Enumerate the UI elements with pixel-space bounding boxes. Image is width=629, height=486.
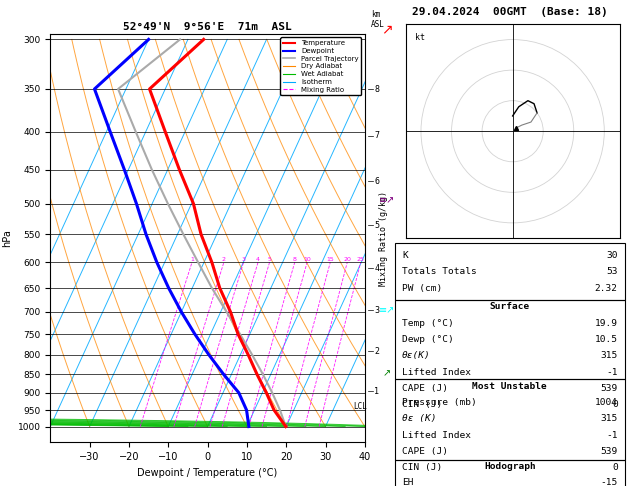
- Text: 30: 30: [606, 251, 618, 260]
- Text: km
ASL: km ASL: [371, 10, 385, 29]
- Text: Lifted Index: Lifted Index: [402, 431, 471, 440]
- Text: ≡↗: ≡↗: [379, 195, 395, 206]
- Text: CAPE (J): CAPE (J): [402, 384, 448, 393]
- Title: 52°49'N  9°56'E  71m  ASL: 52°49'N 9°56'E 71m ASL: [123, 22, 292, 32]
- Text: 10: 10: [303, 257, 311, 262]
- Text: 4: 4: [374, 264, 379, 273]
- Text: 0: 0: [612, 400, 618, 410]
- Text: 20: 20: [343, 257, 351, 262]
- Text: 1: 1: [190, 257, 194, 262]
- Text: 3: 3: [374, 306, 379, 315]
- Text: CAPE (J): CAPE (J): [402, 447, 448, 456]
- Text: 8: 8: [292, 257, 297, 262]
- Text: ↗: ↗: [381, 22, 392, 36]
- Text: Totals Totals: Totals Totals: [402, 267, 477, 277]
- Text: 7: 7: [374, 131, 379, 140]
- Text: 2: 2: [222, 257, 226, 262]
- Text: ↗: ↗: [383, 368, 391, 379]
- Text: θε (K): θε (K): [402, 415, 437, 423]
- Bar: [395, 380, 625, 460]
- Text: K: K: [402, 251, 408, 260]
- Text: 3: 3: [242, 257, 245, 262]
- Text: 25: 25: [357, 257, 365, 262]
- Text: Pressure (mb): Pressure (mb): [402, 398, 477, 407]
- Text: Hodograph: Hodograph: [484, 462, 536, 471]
- Text: -15: -15: [601, 478, 618, 486]
- Y-axis label: hPa: hPa: [2, 229, 12, 247]
- Text: 29.04.2024  00GMT  (Base: 18): 29.04.2024 00GMT (Base: 18): [412, 7, 608, 17]
- Text: 19.9: 19.9: [594, 319, 618, 328]
- Text: 0: 0: [612, 464, 618, 472]
- Text: 539: 539: [601, 447, 618, 456]
- Text: 5: 5: [374, 221, 379, 230]
- Text: 6: 6: [374, 176, 379, 186]
- Text: 539: 539: [601, 384, 618, 393]
- Text: Temp (°C): Temp (°C): [402, 319, 454, 328]
- Text: Lifted Index: Lifted Index: [402, 368, 471, 377]
- Text: θε(K): θε(K): [402, 351, 431, 361]
- Text: Dewp (°C): Dewp (°C): [402, 335, 454, 344]
- Text: 2: 2: [374, 347, 379, 356]
- Text: 315: 315: [601, 351, 618, 361]
- Text: 1004: 1004: [594, 398, 618, 407]
- Bar: [395, 460, 625, 486]
- Text: kt: kt: [415, 34, 425, 42]
- Text: CIN (J): CIN (J): [402, 464, 442, 472]
- Text: 315: 315: [601, 415, 618, 423]
- Text: Surface: Surface: [490, 302, 530, 312]
- Text: 8: 8: [374, 85, 379, 94]
- Text: 53: 53: [606, 267, 618, 277]
- Text: 1: 1: [374, 387, 379, 396]
- Text: 10.5: 10.5: [594, 335, 618, 344]
- Text: 4: 4: [256, 257, 260, 262]
- Text: -1: -1: [606, 431, 618, 440]
- Text: EH: EH: [402, 478, 413, 486]
- X-axis label: Dewpoint / Temperature (°C): Dewpoint / Temperature (°C): [138, 468, 277, 478]
- Text: PW (cm): PW (cm): [402, 284, 442, 293]
- Text: -1: -1: [606, 368, 618, 377]
- Text: 2.32: 2.32: [594, 284, 618, 293]
- Bar: [395, 300, 625, 380]
- Text: Mixing Ratio (g/kg): Mixing Ratio (g/kg): [379, 191, 388, 286]
- Text: LCL: LCL: [353, 402, 367, 411]
- Legend: Temperature, Dewpoint, Parcel Trajectory, Dry Adiabat, Wet Adiabat, Isotherm, Mi: Temperature, Dewpoint, Parcel Trajectory…: [280, 37, 361, 95]
- Bar: [395, 243, 625, 300]
- Text: 15: 15: [326, 257, 334, 262]
- Text: CIN (J): CIN (J): [402, 400, 442, 410]
- Text: ≡↗: ≡↗: [379, 305, 395, 315]
- Text: 5: 5: [267, 257, 272, 262]
- Text: Most Unstable: Most Unstable: [472, 382, 547, 391]
